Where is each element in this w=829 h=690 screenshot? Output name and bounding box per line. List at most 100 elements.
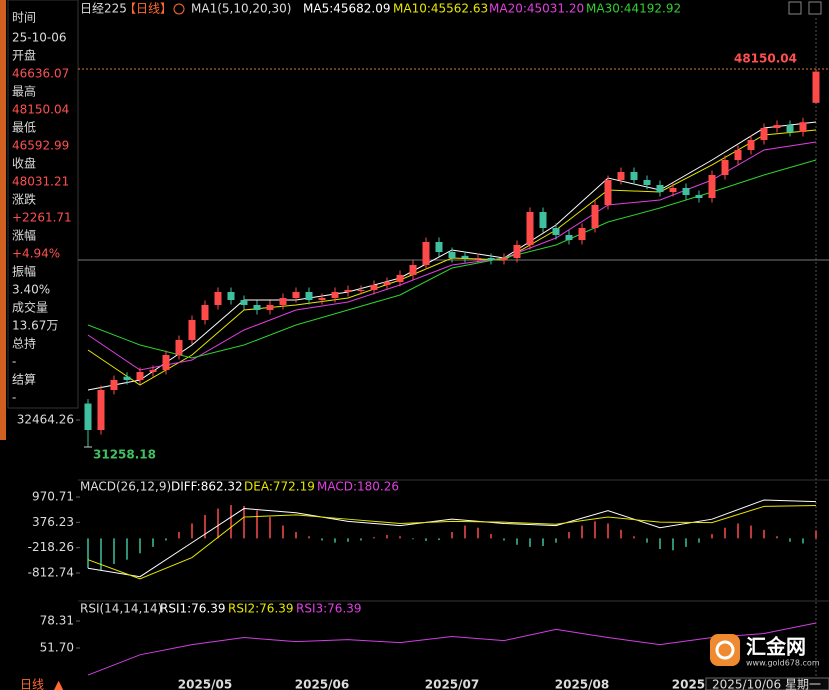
y-tick-label: 32464.26: [17, 413, 74, 427]
info-panel: [7, 0, 79, 409]
window-button[interactable]: [808, 1, 822, 15]
candle-body: [162, 354, 170, 371]
info-value: 25-10-06: [12, 31, 66, 45]
candle-body: [812, 71, 820, 103]
info-label: 振幅: [12, 264, 36, 279]
candle-body: [253, 305, 261, 310]
info-label: 最高: [12, 84, 36, 99]
candle-body: [591, 205, 599, 229]
candle-body: [136, 372, 144, 380]
ma-label: MA30:44192.92: [586, 2, 681, 16]
axis-strip: [0, 680, 829, 690]
info-value: 48150.04: [12, 103, 69, 117]
info-value: 3.40%: [12, 283, 50, 297]
candle-body: [604, 180, 612, 206]
x-tick-label: 2025/06: [295, 678, 349, 690]
candle-body: [123, 376, 131, 380]
candle-body: [513, 245, 521, 259]
rsi-line: [87, 622, 817, 676]
side-tabs[interactable]: [0, 0, 6, 440]
candle-body: [799, 122, 807, 133]
ma-line: [87, 159, 817, 359]
candle-body: [617, 171, 625, 181]
candle-body: [461, 255, 469, 259]
plot: 32464.26 48150.04 31258.18 970.71 376.23 -218…: [17, 51, 829, 676]
candle-body: [669, 187, 677, 193]
info-value: +2261.71: [12, 211, 72, 225]
candle-body: [630, 171, 638, 181]
info-label: 收盘: [12, 156, 36, 171]
watermark-name: 汇金网: [746, 635, 806, 659]
symbol: 日经225: [80, 2, 127, 16]
info-label: 涨跌: [12, 192, 36, 207]
candle-body: [149, 370, 157, 373]
low-label: 31258.18: [93, 447, 156, 461]
macd-line: [87, 504, 817, 580]
period-tab[interactable]: [14, 678, 50, 690]
candle-body: [344, 290, 352, 292]
rsi-label: RSI1:76.39: [160, 602, 226, 616]
watermark-logo: [715, 640, 735, 660]
info-value: 48031.21: [12, 175, 69, 189]
candle-body: [292, 291, 300, 298]
info-value: -: [12, 391, 16, 405]
window-button[interactable]: [788, 1, 802, 15]
cursor-box: [705, 677, 829, 690]
y-tick-label: 51.70: [40, 640, 74, 654]
x-axis: 2025/05 2025/06 2025/07 2025/08 2025/09: [178, 678, 726, 690]
macd-title: MACD(26,12,9): [80, 480, 171, 494]
candle-body: [786, 124, 794, 133]
candle-body: [266, 305, 274, 310]
watermark-logo: [710, 634, 740, 666]
macd-label: MACD:180.26: [317, 480, 399, 494]
candle-body: [539, 212, 547, 229]
candle-body: [370, 284, 378, 291]
settings-icon[interactable]: [173, 3, 185, 15]
info-value: +4.94%: [12, 247, 60, 261]
candle-body: [201, 305, 209, 320]
candle-body: [565, 234, 573, 241]
candle-body: [240, 300, 248, 306]
watermark: 汇金网 www.gold678.com: [710, 634, 820, 668]
info-label: 成交量: [12, 300, 48, 315]
candle-body: [682, 187, 690, 196]
period[interactable]: 【日线】: [124, 2, 172, 16]
ma-line: [87, 141, 817, 371]
y-tick-label: 376.23: [32, 515, 74, 529]
info-label: 总持: [12, 336, 36, 351]
candle-body: [84, 403, 92, 430]
candle-body: [578, 228, 586, 241]
y-tick-label: -812.74: [28, 566, 74, 580]
candle-body: [708, 174, 716, 199]
candle-body: [227, 291, 235, 301]
candle-body: [110, 379, 118, 391]
ma-label: MA5:45682.09: [303, 2, 391, 16]
candle-body: [695, 195, 703, 199]
candle-body: [409, 265, 417, 275]
candle-body: [734, 149, 742, 161]
rsi-title: RSI(14,14,14): [80, 602, 162, 616]
candle-body: [474, 258, 482, 260]
candle-body: [331, 291, 339, 298]
macd-label: DEA:772.19: [244, 480, 315, 494]
ma-setting: MA1(5,10,20,30): [191, 2, 291, 16]
info-values: 时间 25-10-06 开盘 46636.07 最高 48150.04 最低 4…: [12, 11, 72, 405]
candle-body: [318, 297, 326, 301]
info-label: 涨幅: [12, 228, 36, 243]
info-value: 46592.99: [12, 139, 69, 153]
candle-body: [656, 185, 664, 193]
period-tab-label[interactable]: 日线: [20, 678, 44, 690]
tab-arrow[interactable]: ▲: [54, 678, 64, 690]
candle-body: [487, 258, 495, 260]
candle-body: [396, 274, 404, 282]
candle-body: [448, 252, 456, 259]
candle-body: [214, 291, 222, 306]
candle-body: [760, 127, 768, 140]
info-value: 46636.07: [12, 67, 69, 81]
info-value: 13.67万: [12, 319, 58, 333]
candle-body: [721, 160, 729, 175]
candle-body: [526, 212, 534, 246]
y-tick-label: -218.26: [28, 540, 74, 554]
